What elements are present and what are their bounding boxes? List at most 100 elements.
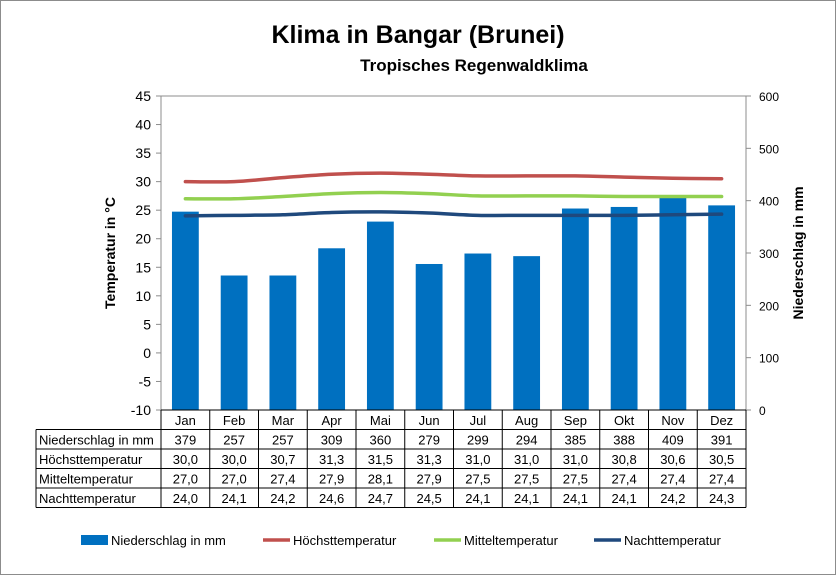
bar-niederschlag (415, 263, 443, 410)
y-tick-label: 15 (135, 259, 151, 275)
table-cell: 31,0 (563, 452, 588, 467)
y-tick-label: -10 (131, 402, 151, 418)
table-cell: 360 (370, 433, 392, 448)
line-höchsttemperatur (183, 171, 724, 184)
table-cell: 31,3 (416, 452, 441, 467)
bar-niederschlag (366, 221, 394, 410)
y2-tick-label: 300 (759, 247, 779, 261)
y2-tick-label: 0 (759, 404, 766, 418)
line-mitteltemperatur (183, 190, 724, 201)
table-cell: 31,3 (319, 452, 344, 467)
table-cell: 30,5 (709, 452, 734, 467)
category-label: Jan (175, 413, 196, 428)
table-cell: 257 (223, 433, 245, 448)
y-tick-label: 35 (135, 145, 151, 161)
bar-niederschlag (220, 275, 248, 410)
y-tick-label: 5 (143, 316, 151, 332)
category-label: Sep (564, 413, 587, 428)
table-row-label: Nachttemperatur (39, 491, 136, 506)
table-row-label: Höchsttemperatur (39, 452, 143, 467)
category-label: Mar (272, 413, 295, 428)
category-label: Jul (470, 413, 487, 428)
legend-label: Höchsttemperatur (293, 533, 397, 548)
table-cell: 379 (175, 433, 197, 448)
y2-tick-label: 200 (759, 299, 779, 313)
table-cell: 24,1 (465, 491, 490, 506)
table-cell: 31,5 (368, 452, 393, 467)
table-cell: 24,1 (611, 491, 636, 506)
table-cell: 279 (418, 433, 440, 448)
y2-tick-label: 100 (759, 352, 779, 366)
table-cell: 27,4 (660, 472, 685, 487)
y-axis-title: Temperatur in °C (102, 197, 118, 309)
table-cell: 31,0 (514, 452, 539, 467)
table-cell: 24,1 (514, 491, 539, 506)
bar-niederschlag (561, 208, 589, 410)
table-cell: 27,5 (465, 472, 490, 487)
category-label: Feb (223, 413, 245, 428)
legend-label: Nachttemperatur (624, 533, 721, 548)
table-cell: 30,0 (221, 452, 246, 467)
table-cell: 27,4 (709, 472, 734, 487)
table-cell: 391 (711, 433, 733, 448)
table-cell: 27,0 (221, 472, 246, 487)
table-cell: 24,6 (319, 491, 344, 506)
y-tick-label: 40 (135, 117, 151, 133)
category-label: Apr (322, 413, 343, 428)
bar-niederschlag (464, 253, 492, 410)
table-cell: 27,9 (416, 472, 441, 487)
table-cell: 24,1 (221, 491, 246, 506)
bar-niederschlag (269, 275, 297, 410)
table-cell: 409 (662, 433, 684, 448)
table-cell: 27,5 (514, 472, 539, 487)
legend-label: Niederschlag in mm (111, 533, 226, 548)
table-cell: 388 (613, 433, 635, 448)
y-tick-label: 10 (135, 288, 151, 304)
table-cell: 30,6 (660, 452, 685, 467)
category-label: Mai (370, 413, 391, 428)
y-tick-label: 30 (135, 174, 151, 190)
table-cell: 27,4 (270, 472, 295, 487)
table-cell: 27,0 (173, 472, 198, 487)
bar-niederschlag (659, 195, 687, 410)
table-cell: 385 (565, 433, 587, 448)
legend-swatch (81, 535, 108, 545)
category-label: Jun (419, 413, 440, 428)
category-label: Nov (661, 413, 685, 428)
table-cell: 27,9 (319, 472, 344, 487)
table-row-label: Mitteltemperatur (39, 472, 134, 487)
table-cell: 28,1 (368, 472, 393, 487)
table-row-label: Niederschlag in mm (39, 433, 154, 448)
y-tick-label: 20 (135, 231, 151, 247)
category-label: Aug (515, 413, 538, 428)
bar-niederschlag (318, 248, 346, 410)
bar-niederschlag (610, 206, 638, 410)
table-cell: 27,5 (563, 472, 588, 487)
table-cell: 257 (272, 433, 294, 448)
table-cell: 24,0 (173, 491, 198, 506)
table-cell: 24,3 (709, 491, 734, 506)
table-cell: 24,5 (416, 491, 441, 506)
table-cell: 30,7 (270, 452, 295, 467)
legend-label: Mitteltemperatur (464, 533, 559, 548)
category-label: Okt (614, 413, 635, 428)
y-tick-label: 45 (135, 88, 151, 104)
table-cell: 27,4 (611, 472, 636, 487)
y-tick-label: 25 (135, 202, 151, 218)
table-cell: 294 (516, 433, 538, 448)
y2-axis-title: Niederschlag in mm (790, 186, 806, 319)
y2-tick-label: 400 (759, 195, 779, 209)
table-cell: 24,7 (368, 491, 393, 506)
y-tick-label: 0 (143, 345, 151, 361)
chart-title: Klima in Bangar (Brunei) (271, 21, 565, 49)
table-cell: 30,0 (173, 452, 198, 467)
table-cell: 309 (321, 433, 343, 448)
table-cell: 30,8 (611, 452, 636, 467)
y2-tick-label: 600 (759, 90, 779, 104)
plot-area (160, 95, 747, 411)
y-tick-label: -5 (139, 373, 152, 389)
table-cell: 24,1 (563, 491, 588, 506)
category-label: Dez (710, 413, 733, 428)
